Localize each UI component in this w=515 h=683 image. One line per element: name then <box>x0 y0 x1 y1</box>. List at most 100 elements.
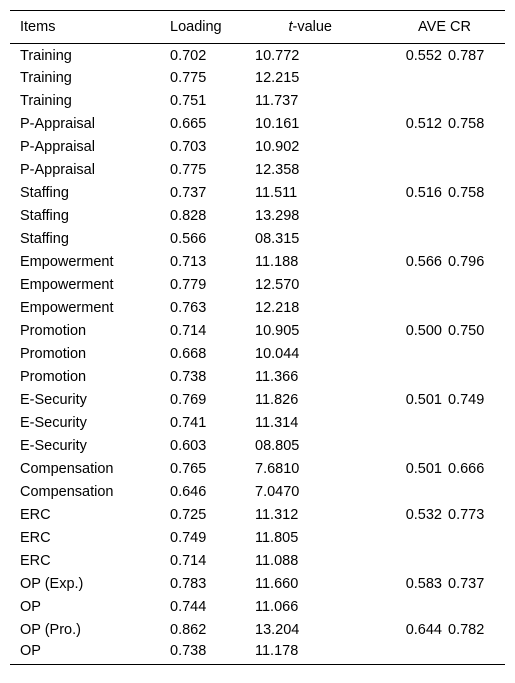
header-row: Items Loading t-value AVE CR <box>10 10 505 44</box>
cell-ave <box>360 412 448 435</box>
table-row: Promotion 0.738 11.366 <box>10 366 505 389</box>
cell-t-value: 11.511 <box>255 185 298 201</box>
header-items: Items <box>20 19 56 35</box>
cell-item: Empowerment <box>20 300 114 316</box>
cell-item: OP (Pro.) <box>20 622 81 638</box>
table-row: Compensation 0.646 7.0470 <box>10 481 505 504</box>
table-row: OP (Pro.) 0.862 13.204 0.644 0.782 <box>10 619 505 642</box>
cell-loading: 0.703 <box>170 139 207 155</box>
cell-item: P-Appraisal <box>20 116 95 132</box>
cell-cr: 0.787 <box>448 48 485 65</box>
cell-cr <box>448 136 505 159</box>
cell-t-value: 08.315 <box>255 231 300 247</box>
cell-cr <box>448 412 505 435</box>
header-t-value: t-value <box>252 11 360 44</box>
cell-ave: 0.552 <box>405 48 442 65</box>
cell-ave: 0.583 <box>405 576 442 592</box>
table-row: Compensation 0.765 7.6810 0.501 0.666 <box>10 458 505 481</box>
table-row: ERC 0.725 11.312 0.532 0.773 <box>10 504 505 527</box>
cell-item: ERC <box>20 553 51 569</box>
cell-cr <box>448 159 505 182</box>
cell-ave <box>360 596 448 619</box>
cell-loading: 0.744 <box>170 599 207 615</box>
cell-cr <box>448 481 505 504</box>
table-row: P-Appraisal 0.775 12.358 <box>10 159 505 182</box>
cell-ave <box>360 159 448 182</box>
table-row: Staffing 0.566 08.315 <box>10 228 505 251</box>
cell-cr: 0.758 <box>448 185 485 201</box>
cell-ave <box>360 435 448 458</box>
cell-loading: 0.779 <box>170 277 207 293</box>
cell-t-value: 11.314 <box>255 415 299 431</box>
cell-t-value: 12.218 <box>255 300 300 316</box>
cell-item: E-Security <box>20 438 87 454</box>
cell-item: Staffing <box>20 185 69 201</box>
cell-loading: 0.737 <box>170 185 207 201</box>
table-row: OP 0.744 11.066 <box>10 596 505 619</box>
table-row: Training 0.751 11.737 <box>10 90 505 113</box>
header-loading: Loading <box>170 19 222 35</box>
cell-cr <box>448 67 505 90</box>
cell-item: OP <box>20 599 41 615</box>
cell-item: Compensation <box>20 484 114 500</box>
table-row: Empowerment 0.713 11.188 0.566 0.796 <box>10 251 505 274</box>
cell-ave <box>360 228 448 251</box>
cell-loading: 0.741 <box>170 415 207 431</box>
cell-loading: 0.775 <box>170 70 207 86</box>
cell-cr <box>448 527 505 550</box>
cell-item: Promotion <box>20 346 87 362</box>
header-cr: CR <box>450 19 471 35</box>
cell-loading: 0.751 <box>170 93 207 109</box>
cell-ave <box>360 366 448 389</box>
cell-loading: 0.702 <box>170 48 207 65</box>
cell-t-value: 12.358 <box>255 162 300 178</box>
cell-item: ERC <box>20 507 51 523</box>
cell-cr <box>448 228 505 251</box>
table-row: E-Security 0.603 08.805 <box>10 435 505 458</box>
cell-ave: 0.644 <box>405 622 442 638</box>
cell-ave: 0.512 <box>405 116 442 132</box>
cell-item: Staffing <box>20 208 69 224</box>
cell-cr: 0.737 <box>448 576 485 592</box>
cell-ave: 0.566 <box>405 254 442 270</box>
cell-t-value: 7.6810 <box>255 461 300 477</box>
cell-loading: 0.665 <box>170 116 207 132</box>
cell-ave: 0.501 <box>405 461 442 477</box>
cell-t-value: 11.737 <box>255 93 299 109</box>
cell-ave <box>360 136 448 159</box>
cell-ave <box>360 343 448 366</box>
cell-ave: 0.516 <box>405 185 442 201</box>
cell-cr <box>448 90 505 113</box>
cell-cr: 0.758 <box>448 116 485 132</box>
cell-ave <box>360 274 448 297</box>
cell-item: Promotion <box>20 369 87 385</box>
cell-ave <box>360 481 448 504</box>
cell-ave <box>360 205 448 228</box>
table-row: Promotion 0.668 10.044 <box>10 343 505 366</box>
cell-t-value: 08.805 <box>255 438 300 454</box>
cell-t-value: 11.312 <box>255 507 299 523</box>
table-row: Promotion 0.714 10.905 0.500 0.750 <box>10 320 505 343</box>
cell-t-value: 11.188 <box>255 254 299 270</box>
cell-item: Training <box>20 70 72 86</box>
cell-loading: 0.668 <box>170 346 207 362</box>
cell-loading: 0.862 <box>170 622 207 638</box>
cell-loading: 0.725 <box>170 507 207 523</box>
cell-item: E-Security <box>20 392 87 408</box>
cell-t-value: 10.772 <box>255 48 300 65</box>
cell-cr <box>448 366 505 389</box>
cell-t-value: 13.204 <box>255 622 300 638</box>
header-t-value-rest: -value <box>292 19 333 35</box>
table-row: Staffing 0.828 13.298 <box>10 205 505 228</box>
cell-cr <box>448 596 505 619</box>
table-row: ERC 0.749 11.805 <box>10 527 505 550</box>
header-ave: AVE <box>418 19 446 35</box>
cell-item: OP (Exp.) <box>20 576 84 592</box>
cell-cr: 0.666 <box>448 461 485 477</box>
cell-loading: 0.603 <box>170 438 207 454</box>
cell-loading: 0.646 <box>170 484 207 500</box>
table-row: Empowerment 0.779 12.570 <box>10 274 505 297</box>
cell-t-value: 10.902 <box>255 139 300 155</box>
cell-cr: 0.796 <box>448 254 485 270</box>
cell-item: Staffing <box>20 231 69 247</box>
